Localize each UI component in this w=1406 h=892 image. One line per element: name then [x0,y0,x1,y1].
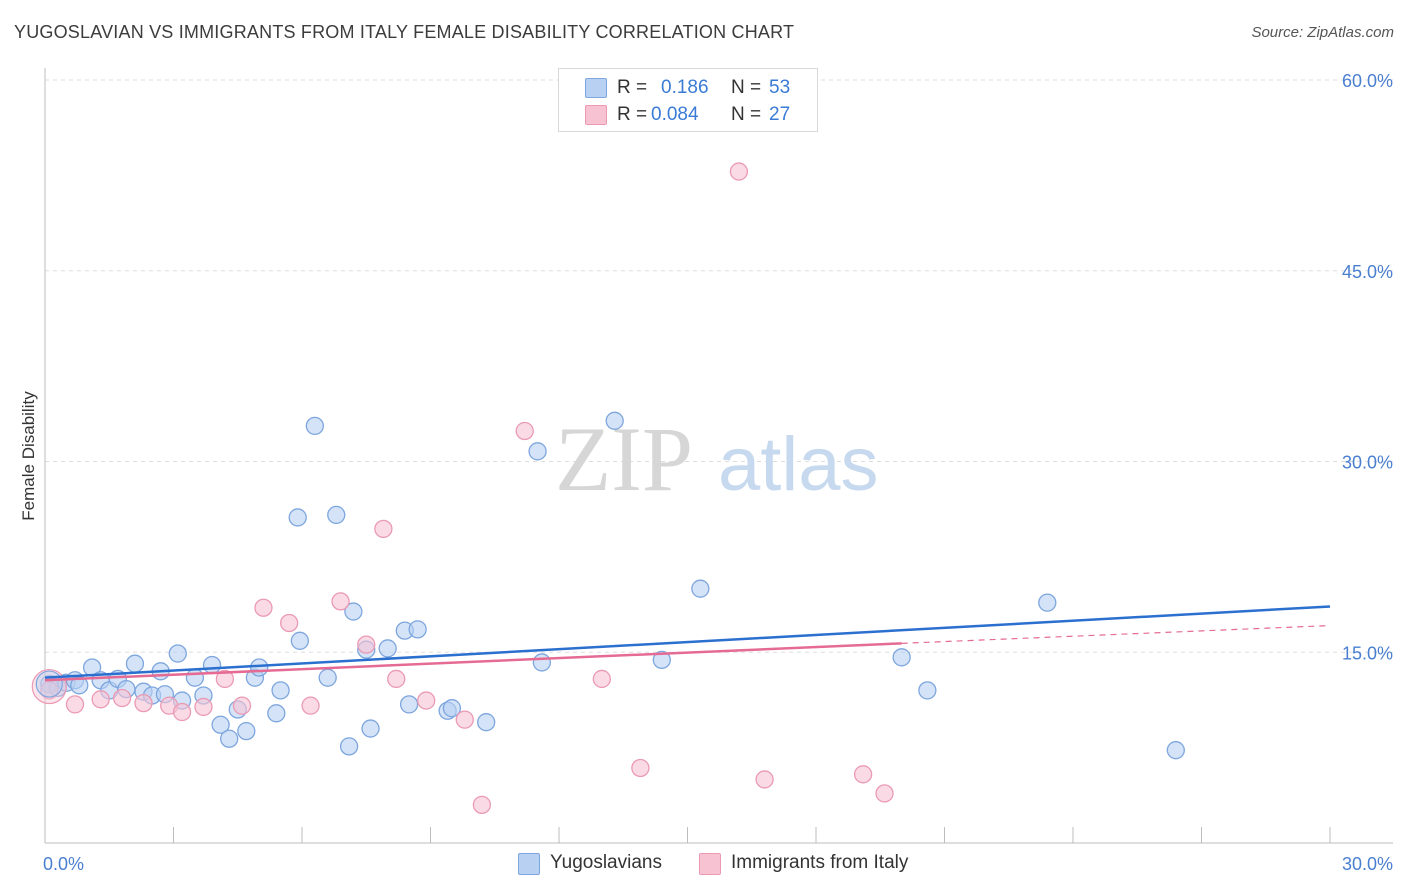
watermark: ZIP atlas [555,408,879,510]
italy-point [232,696,252,715]
chart-title: YUGOSLAVIAN VS IMMIGRANTS FROM ITALY FEM… [14,22,795,42]
yugoslavian-point [237,721,256,741]
legend-n-value: 53 [769,77,791,98]
italy-point [387,669,406,689]
italy-point [729,162,749,181]
legend-n-label: N = [731,77,762,98]
yugoslavian-point [361,719,380,738]
italy-trendline [44,642,902,682]
italy-point [172,702,192,722]
yugoslavian-point [1166,741,1185,760]
legend-r-label: R = [617,104,648,125]
yugoslavian-point [691,579,710,598]
x-tick-label: 30.0% [1342,854,1393,874]
yugoslavian-point [892,648,911,667]
italy-point [631,758,650,778]
yugoslavian-point [290,631,310,650]
yugoslavian-point [918,681,937,700]
legend-n-label: N = [731,104,762,125]
italy-point [455,710,474,729]
yugoslavian-point [250,658,269,677]
yugoslavian-point [271,681,290,700]
legend-r-value: 0.084 [651,104,699,125]
italy-point [875,784,894,803]
yugoslavian-point [1038,593,1057,612]
legend-label-yugoslavians: Yugoslavians [550,852,662,873]
yugoslavian-point [605,411,624,430]
yugoslavian-point [344,602,363,621]
y-tick-label: 15.0% [1342,643,1393,663]
x-tick-label: 0.0% [43,854,84,874]
correlation-legend: R = 0.186 N = 53 R = 0.084 N = 27 [558,68,818,132]
italy-point [215,669,235,689]
watermark-atlas: atlas [718,422,879,507]
y-tick-label: 30.0% [1342,453,1393,473]
italy-point [194,697,213,717]
legend-n-value: 27 [769,104,791,125]
italy-point [853,765,873,784]
legend-swatch-pink [585,105,607,125]
yugoslavian-point [305,416,325,436]
yugoslavian-point [399,695,419,714]
italy-point [515,421,534,441]
italy-point [755,770,774,789]
grid-layer [45,79,1393,653]
points-layer [31,162,1185,814]
yugoslavian-point [378,639,397,658]
yugoslavian-trendline [44,605,1331,679]
italy-point [417,691,436,710]
yugoslavian-point [168,644,187,663]
legend-swatch-blue [518,853,540,875]
italy-point [301,696,320,715]
yugoslavian-point [318,668,337,687]
y-tick-label: 45.0% [1342,262,1393,282]
yugoslavian-point [339,737,359,756]
legend-r-value: 0.186 [661,77,709,98]
yugoslavian-point [408,620,427,639]
italy-point [357,635,376,654]
italy-point [65,695,85,714]
italy-point [40,681,59,700]
italy-point [112,688,132,708]
italy-point [254,598,273,617]
yugoslavian-point [528,442,547,461]
legend-label-italy: Immigrants from Italy [731,852,909,873]
watermark-zip: ZIP [555,408,693,510]
yugoslavian-point [442,699,462,718]
y-axis-label: Female Disability [19,391,38,521]
trend-layer [44,605,1331,682]
yugoslavian-point [652,650,671,670]
italy-point [279,613,299,633]
yugoslavian-point [288,508,307,527]
yugoslavian-point [185,668,205,687]
italy-point [91,690,110,709]
yugoslavian-point [477,713,496,732]
yugoslavian-point [267,704,286,723]
legend-swatch-blue [585,78,607,98]
italy-point [592,669,611,689]
y-tick-label: 60.0% [1342,71,1393,91]
italy-trendline-extension [901,624,1331,644]
yugoslavian-point [220,729,239,748]
legend-swatch-pink [699,853,721,875]
italy-point [374,519,393,539]
yugoslavian-point [327,505,346,525]
yugoslavian-point [211,715,230,734]
legend-r-label: R = [617,77,648,98]
yugoslavian-point [125,654,145,673]
italy-point [472,795,492,814]
yugoslavian-point [532,653,552,672]
italy-point [134,693,153,713]
yugoslavian-point [35,670,63,698]
axis-layer: 15.0% 30.0% 45.0% 60.0% 0.0% 30.0% [43,68,1393,874]
italy-point [331,592,350,611]
yugoslavian-point [202,655,222,675]
source-label: Source: ZipAtlas.com [1251,24,1394,41]
